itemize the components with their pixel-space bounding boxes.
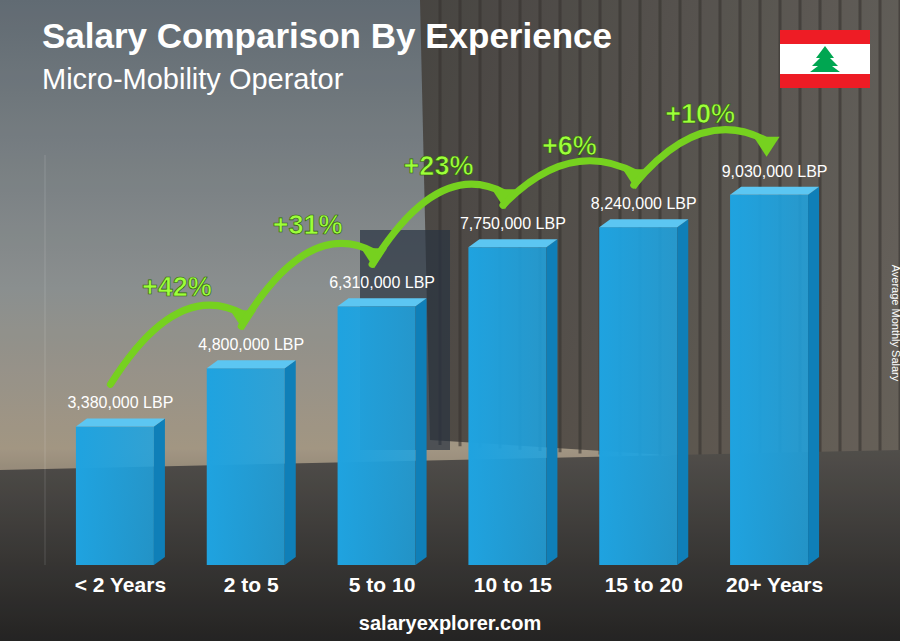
bar-side [546,239,557,565]
arrow-curve [110,305,243,384]
title: Salary Comparison By Experience [42,16,612,55]
arrow-curve [634,130,767,186]
bar-side [416,298,427,565]
bar [599,219,688,565]
bar-top [599,219,688,227]
bar [730,187,819,565]
data-label: 7,750,000 LBP [460,215,566,232]
bar-front [338,306,416,565]
flag-cedar [810,46,840,72]
bar-top [76,418,165,426]
bar-side [808,187,819,565]
category-label: < 2 Years [75,573,166,596]
bar-front [468,247,546,565]
growth-label: +23% [404,151,474,181]
bar-side [285,360,296,565]
data-label: 9,030,000 LBP [722,163,828,180]
subtitle: Micro-Mobility Operator [42,63,344,95]
chart: Salary Comparison By Experience Micro-Mob… [0,0,900,641]
bar-front [207,368,285,565]
growth-arrow [372,184,518,264]
category-label: 15 to 20 [605,573,683,596]
bar-side [154,418,165,565]
bar-front [599,227,677,565]
y-axis-label: Average Monthly Salary [890,265,900,382]
growth-label: +31% [273,210,343,240]
bar-side [677,219,688,565]
growth-arrow [503,161,649,206]
shade [0,0,900,641]
category-label: 20+ Years [726,573,823,596]
arrow-curve [241,243,374,326]
bar-front [76,426,154,565]
growth-label: +10% [665,99,735,129]
bar-front [730,195,808,565]
arrow-head [754,137,780,157]
flag-red-top [780,30,870,44]
data-label: 8,240,000 LBP [591,195,697,212]
growth-label: +6% [542,131,597,161]
flag [780,30,870,88]
category-label: 2 to 5 [224,573,279,596]
bar-top [207,360,296,368]
growth-arrow [241,243,387,326]
bar [468,239,557,565]
y-axis-line [45,155,46,565]
bars [76,187,819,565]
bar-top [468,239,557,247]
flag-red-bottom [780,74,870,88]
source: salaryexplorer.com [359,612,541,634]
chart-wrap: Salary Comparison By Experience Micro-Mob… [0,0,900,641]
bar-top [338,298,427,306]
data-label: 4,800,000 LBP [198,336,304,353]
growth-label: +42% [142,272,212,302]
background [0,0,900,641]
growth-arrow [110,305,256,384]
arrow-curve [372,184,505,264]
bar [207,360,296,565]
bar-top [730,187,819,195]
bar [76,418,165,565]
growth-arrow [634,130,780,186]
arrow-curve [503,161,636,206]
bar [338,298,427,565]
category-label: 10 to 15 [474,573,553,596]
data-label: 6,310,000 LBP [329,274,435,291]
data-label: 3,380,000 LBP [67,394,173,411]
flag-white [780,30,870,88]
category-label: 5 to 10 [349,573,416,596]
